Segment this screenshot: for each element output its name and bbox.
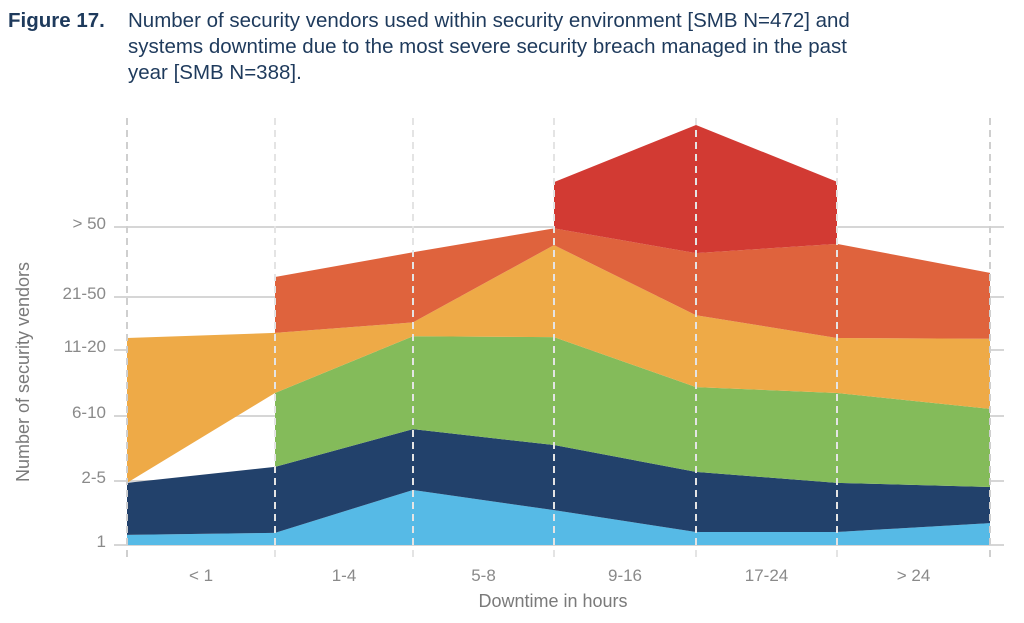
x-tick-label: < 1 (189, 566, 213, 585)
y-tick-label: 2-5 (81, 468, 106, 487)
y-tick-label: 11-20 (64, 337, 106, 356)
area-series-5 (554, 125, 837, 254)
x-axis-label: Downtime in hours (478, 591, 627, 611)
x-tick-label: 17-24 (745, 566, 788, 585)
title-line-1: Number of security vendors used within s… (128, 9, 850, 32)
x-tick-label: 5-8 (471, 566, 496, 585)
y-axis-label: Number of security vendors (13, 262, 33, 482)
area-series-1 (127, 429, 990, 535)
area-series-3 (127, 245, 990, 483)
x-tick-label: 9-16 (608, 566, 642, 585)
x-tick-label: > 24 (897, 566, 931, 585)
y-tick-label: 21-50 (63, 284, 106, 303)
area-series-0 (127, 489, 990, 545)
y-tick-label: > 50 (72, 214, 106, 233)
title-line-2: systems downtime due to the most severe … (128, 35, 848, 58)
figure-label: Figure 17. (8, 9, 105, 32)
y-tick-label: 1 (97, 532, 106, 551)
y-tick-label: 6-10 (72, 403, 106, 422)
title-line-3: year [SMB N=388]. (128, 61, 302, 84)
area-series-4 (275, 228, 990, 339)
area-series-2 (275, 336, 990, 488)
x-tick-label: 1-4 (332, 566, 357, 585)
